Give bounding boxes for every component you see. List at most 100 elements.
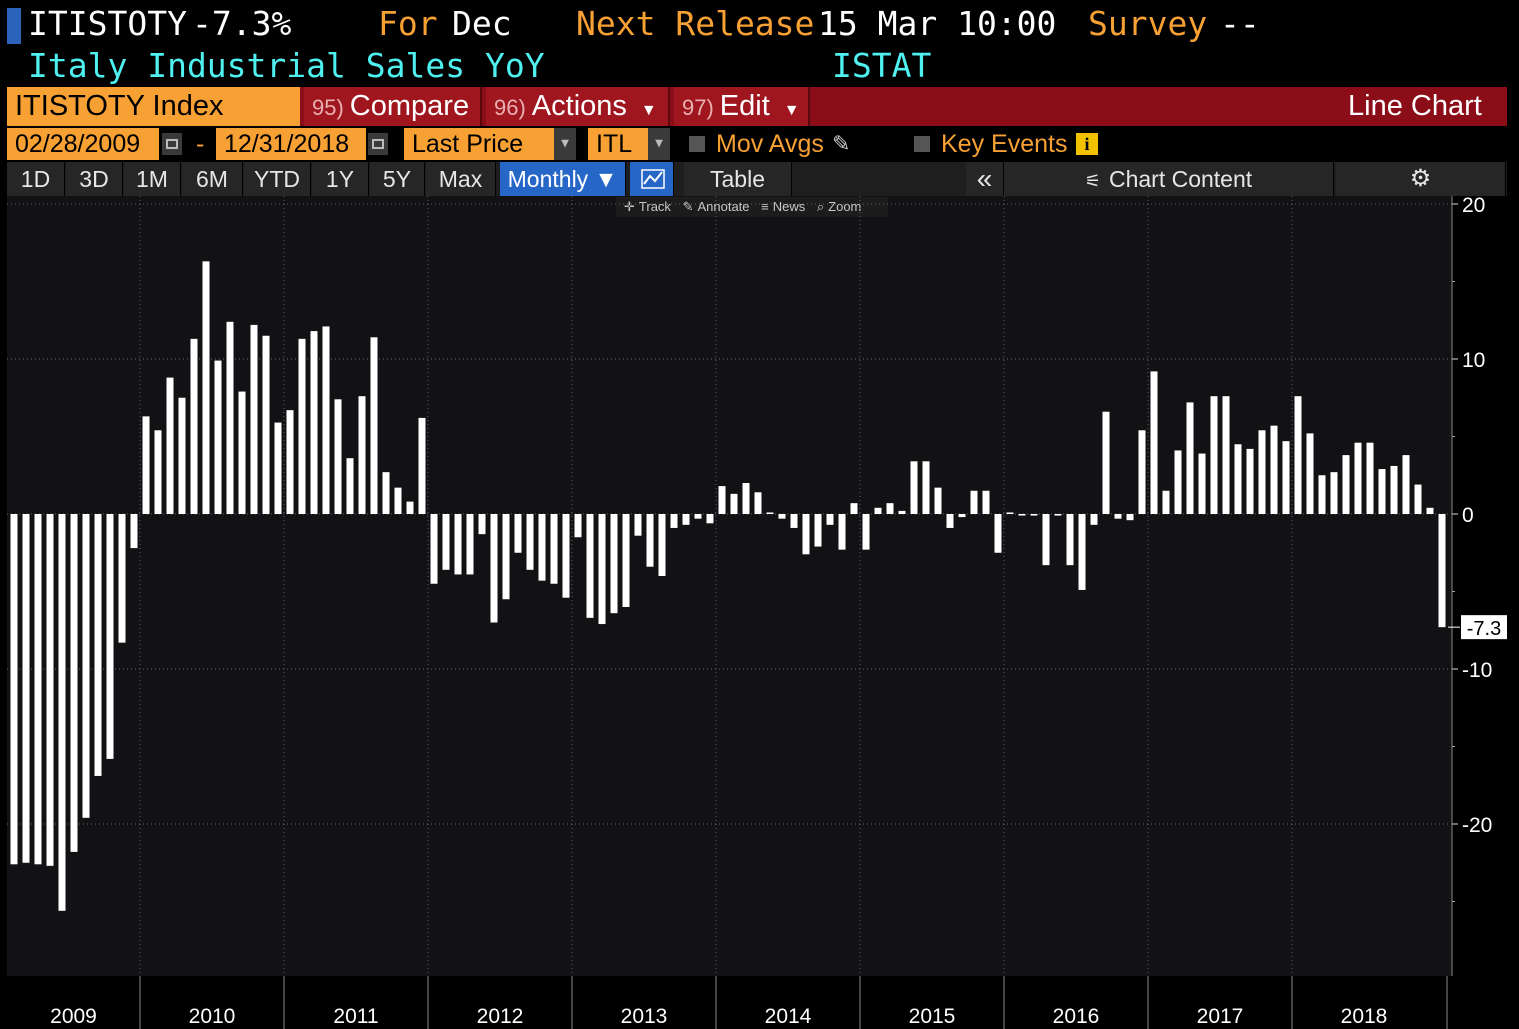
range-button-ytd[interactable]: YTD xyxy=(244,162,311,196)
bar[interactable] xyxy=(1342,455,1350,514)
bar[interactable] xyxy=(502,514,510,600)
bar[interactable] xyxy=(310,331,318,514)
bar[interactable] xyxy=(118,514,126,643)
bar[interactable] xyxy=(802,514,810,555)
bar[interactable] xyxy=(1294,396,1302,514)
bar[interactable] xyxy=(202,261,210,514)
bar[interactable] xyxy=(514,514,522,553)
bar[interactable] xyxy=(430,514,438,584)
bar[interactable] xyxy=(1186,402,1194,514)
bar[interactable] xyxy=(850,503,858,514)
bar[interactable] xyxy=(178,397,186,514)
bar[interactable] xyxy=(262,335,270,514)
bar[interactable] xyxy=(370,337,378,514)
chevron-down-icon[interactable]: ▼ xyxy=(648,128,670,160)
bar[interactable] xyxy=(358,396,366,514)
price-field-select[interactable]: Last Price xyxy=(404,128,554,160)
start-date-field[interactable]: 02/28/2009 xyxy=(7,128,159,160)
bar[interactable] xyxy=(1210,396,1218,514)
gear-icon[interactable]: ⚙ xyxy=(1336,162,1506,196)
bar[interactable] xyxy=(346,458,354,514)
key-events-checkbox[interactable] xyxy=(914,136,930,152)
pencil-icon[interactable]: ✎ xyxy=(832,131,851,156)
bar[interactable] xyxy=(1306,433,1314,514)
bar[interactable] xyxy=(838,514,846,550)
bar[interactable] xyxy=(214,360,222,514)
bar[interactable] xyxy=(970,490,978,514)
track-icon[interactable]: ✛ xyxy=(624,199,635,214)
bar[interactable] xyxy=(94,514,102,776)
bar[interactable] xyxy=(874,507,882,514)
range-button-1m[interactable]: 1M xyxy=(124,162,181,196)
frequency-select[interactable]: Monthly ▼ xyxy=(500,162,626,196)
bar[interactable] xyxy=(778,514,786,519)
bar[interactable] xyxy=(1054,514,1062,516)
bar[interactable] xyxy=(946,514,954,528)
zoom-button[interactable]: Zoom xyxy=(828,199,862,214)
bar[interactable] xyxy=(766,512,774,514)
bar[interactable] xyxy=(634,514,642,536)
bar[interactable] xyxy=(754,492,762,514)
bar[interactable] xyxy=(238,391,246,514)
bar[interactable] xyxy=(46,514,54,866)
bar[interactable] xyxy=(454,514,462,575)
bar[interactable] xyxy=(886,503,894,514)
bar[interactable] xyxy=(1126,514,1134,521)
bar[interactable] xyxy=(1390,465,1398,514)
info-icon[interactable]: i xyxy=(1076,133,1098,155)
range-button-5y[interactable]: 5Y xyxy=(370,162,425,196)
bar[interactable] xyxy=(130,514,138,549)
bar[interactable] xyxy=(910,461,918,514)
bar[interactable] xyxy=(58,514,66,911)
bar[interactable] xyxy=(1438,514,1446,628)
bar[interactable] xyxy=(1198,453,1206,514)
bar[interactable] xyxy=(418,417,426,514)
collapse-icon[interactable]: « xyxy=(966,162,1004,196)
bar[interactable] xyxy=(1066,514,1074,566)
chevron-down-icon[interactable]: ▼ xyxy=(554,128,576,160)
bar[interactable] xyxy=(1402,455,1410,514)
bar[interactable] xyxy=(958,514,966,518)
index-field[interactable]: ITISTOTY Index xyxy=(7,87,300,126)
bar[interactable] xyxy=(550,514,558,584)
line-chart-icon[interactable] xyxy=(630,162,674,196)
bar[interactable] xyxy=(826,514,834,525)
currency-select[interactable]: ITL xyxy=(588,128,648,160)
bar[interactable] xyxy=(1234,444,1242,514)
range-button-6m[interactable]: 6M xyxy=(182,162,243,196)
bar[interactable] xyxy=(898,510,906,514)
bar[interactable] xyxy=(1426,507,1434,514)
bar[interactable] xyxy=(1378,469,1386,514)
bar[interactable] xyxy=(646,514,654,567)
bar[interactable] xyxy=(586,514,594,618)
bar[interactable] xyxy=(298,338,306,514)
bar[interactable] xyxy=(1354,442,1362,514)
bar[interactable] xyxy=(1006,512,1014,514)
annotate-icon[interactable]: ✎ xyxy=(682,199,694,214)
bar[interactable] xyxy=(70,514,78,852)
bar[interactable] xyxy=(526,514,534,570)
bar[interactable] xyxy=(34,514,42,865)
bar[interactable] xyxy=(1018,514,1026,516)
compare-button[interactable]: 95) Compare xyxy=(304,87,482,126)
bar[interactable] xyxy=(658,514,666,576)
calendar-icon[interactable] xyxy=(162,133,182,155)
bar[interactable] xyxy=(334,399,342,514)
bar[interactable] xyxy=(1222,396,1230,514)
bar[interactable] xyxy=(1366,442,1374,514)
news-icon[interactable]: ≡ xyxy=(761,199,769,214)
bar[interactable] xyxy=(274,422,282,514)
bar[interactable] xyxy=(742,483,750,514)
bar[interactable] xyxy=(406,501,414,514)
bar[interactable] xyxy=(190,338,198,514)
bar[interactable] xyxy=(226,321,234,514)
bar[interactable] xyxy=(682,514,690,525)
bar[interactable] xyxy=(166,377,174,514)
bar[interactable] xyxy=(1138,430,1146,514)
bar[interactable] xyxy=(1174,450,1182,514)
bar[interactable] xyxy=(994,514,1002,553)
bar[interactable] xyxy=(670,514,678,528)
zoom-icon[interactable]: ⌕ xyxy=(816,199,825,214)
bar[interactable] xyxy=(694,514,702,519)
chart-plot-area[interactable] xyxy=(7,196,1452,976)
